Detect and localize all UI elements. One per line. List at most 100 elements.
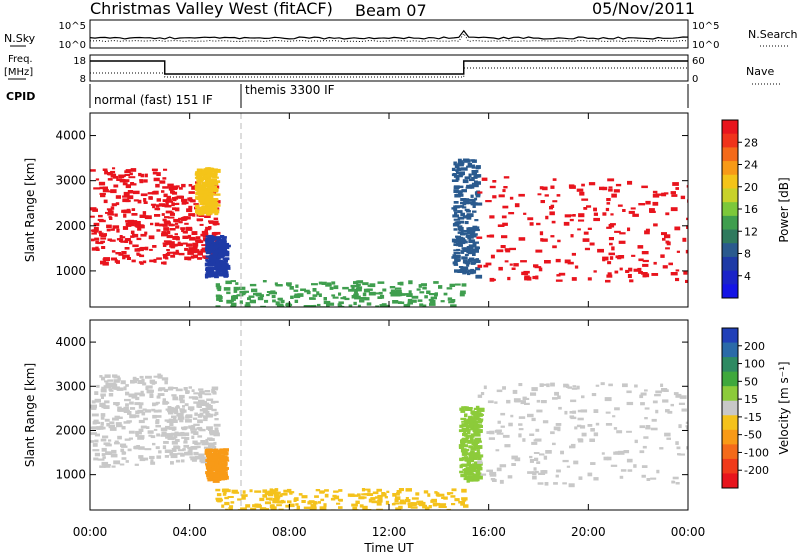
velocity-cell — [376, 488, 382, 492]
velocity-cell — [185, 390, 189, 394]
power-cell — [198, 194, 205, 197]
power-cell — [181, 201, 187, 205]
power-cell — [536, 222, 541, 226]
power-cell — [193, 203, 199, 206]
power-cell — [201, 247, 206, 251]
power-cell — [472, 242, 477, 247]
velocity-cell — [644, 407, 650, 410]
velocity-cell — [468, 445, 474, 449]
velocity-cell — [96, 421, 101, 424]
velocity-cell — [469, 458, 474, 463]
power-cell — [236, 294, 244, 297]
velocity-cell — [225, 508, 229, 510]
power-cell — [455, 254, 461, 259]
power-cell — [161, 261, 166, 265]
power-cell — [649, 208, 655, 213]
power-cell — [130, 230, 135, 235]
power-cell — [102, 258, 106, 261]
power-cell — [166, 234, 173, 239]
velocity-cell — [206, 453, 212, 458]
power-cell — [492, 195, 497, 199]
power-cell — [451, 238, 456, 243]
power-cell — [672, 182, 679, 186]
nsky-tick-high: 10^5 — [59, 21, 86, 32]
power-cell — [290, 295, 294, 299]
velocity-cell — [173, 445, 180, 449]
power-cell — [502, 205, 509, 209]
power-cell — [674, 226, 681, 231]
velocity-cell — [476, 449, 480, 453]
power-cell — [170, 190, 174, 194]
velocity-cell — [199, 408, 205, 412]
velocity-cell — [173, 417, 177, 420]
power-cell — [475, 202, 483, 206]
power-cell — [348, 304, 353, 307]
power-cell — [411, 295, 419, 299]
velocity-cell — [676, 446, 681, 450]
power-cell — [156, 257, 162, 260]
velocity-cell — [117, 435, 122, 440]
power-cell — [645, 200, 651, 205]
power-cell — [195, 204, 200, 209]
velocity-cell — [499, 464, 507, 468]
velocity-cell — [213, 476, 219, 480]
velocity-cell — [223, 456, 228, 459]
velocity-cell — [619, 475, 624, 479]
power-cell — [578, 219, 585, 222]
power-cell — [461, 247, 466, 250]
velocity-cell — [150, 435, 156, 439]
power-cell — [457, 270, 464, 273]
velocity-cell — [172, 426, 177, 431]
power-cell — [460, 290, 466, 295]
power-cell — [90, 215, 95, 218]
power-cell — [108, 212, 114, 215]
colorbar-tick: 16 — [744, 203, 758, 216]
power-cell — [638, 203, 646, 206]
power-cell — [422, 286, 427, 290]
power-cell — [599, 186, 605, 191]
velocity-cell — [134, 463, 139, 466]
velocity-cell — [231, 489, 238, 494]
velocity-cell — [153, 375, 161, 378]
power-cell — [107, 213, 115, 216]
power-cell — [675, 277, 680, 282]
power-cell — [212, 209, 220, 214]
power-cell — [159, 180, 166, 184]
power-cell — [100, 193, 106, 198]
velocity-cell — [250, 507, 257, 510]
power-cell — [202, 209, 206, 212]
velocity-cell — [626, 430, 632, 433]
velocity-cell — [227, 496, 234, 498]
velocity-cell — [199, 459, 207, 463]
velocity-cell — [332, 494, 337, 498]
velocity-cell — [223, 468, 227, 471]
power-cell — [613, 189, 620, 193]
velocity-cell — [269, 497, 273, 501]
power-cell — [219, 272, 225, 277]
power-cell — [329, 302, 335, 306]
power-cell — [564, 214, 571, 218]
velocity-cell — [650, 427, 658, 431]
power-cell — [461, 167, 468, 171]
velocity-cell — [149, 455, 155, 459]
power-cell — [685, 249, 688, 254]
power-cell — [221, 247, 227, 252]
power-cell — [216, 285, 222, 290]
velocity-cell — [372, 491, 379, 495]
power-cell — [177, 241, 181, 245]
colorbar-tick: -100 — [744, 446, 769, 459]
velocity-cell — [213, 430, 219, 433]
velocity-cell — [451, 488, 457, 492]
power-cell — [470, 229, 476, 233]
power-cell — [197, 180, 202, 185]
power-cell — [131, 208, 136, 211]
power-cell — [369, 283, 376, 288]
velocity-cell — [102, 435, 109, 439]
power-cell — [618, 240, 626, 244]
colorbar-swatch — [722, 188, 738, 203]
velocity-cell — [543, 455, 548, 460]
power-cell — [637, 245, 644, 249]
power-cell — [213, 206, 218, 210]
power-cell — [653, 261, 657, 265]
power-cell — [122, 254, 130, 258]
